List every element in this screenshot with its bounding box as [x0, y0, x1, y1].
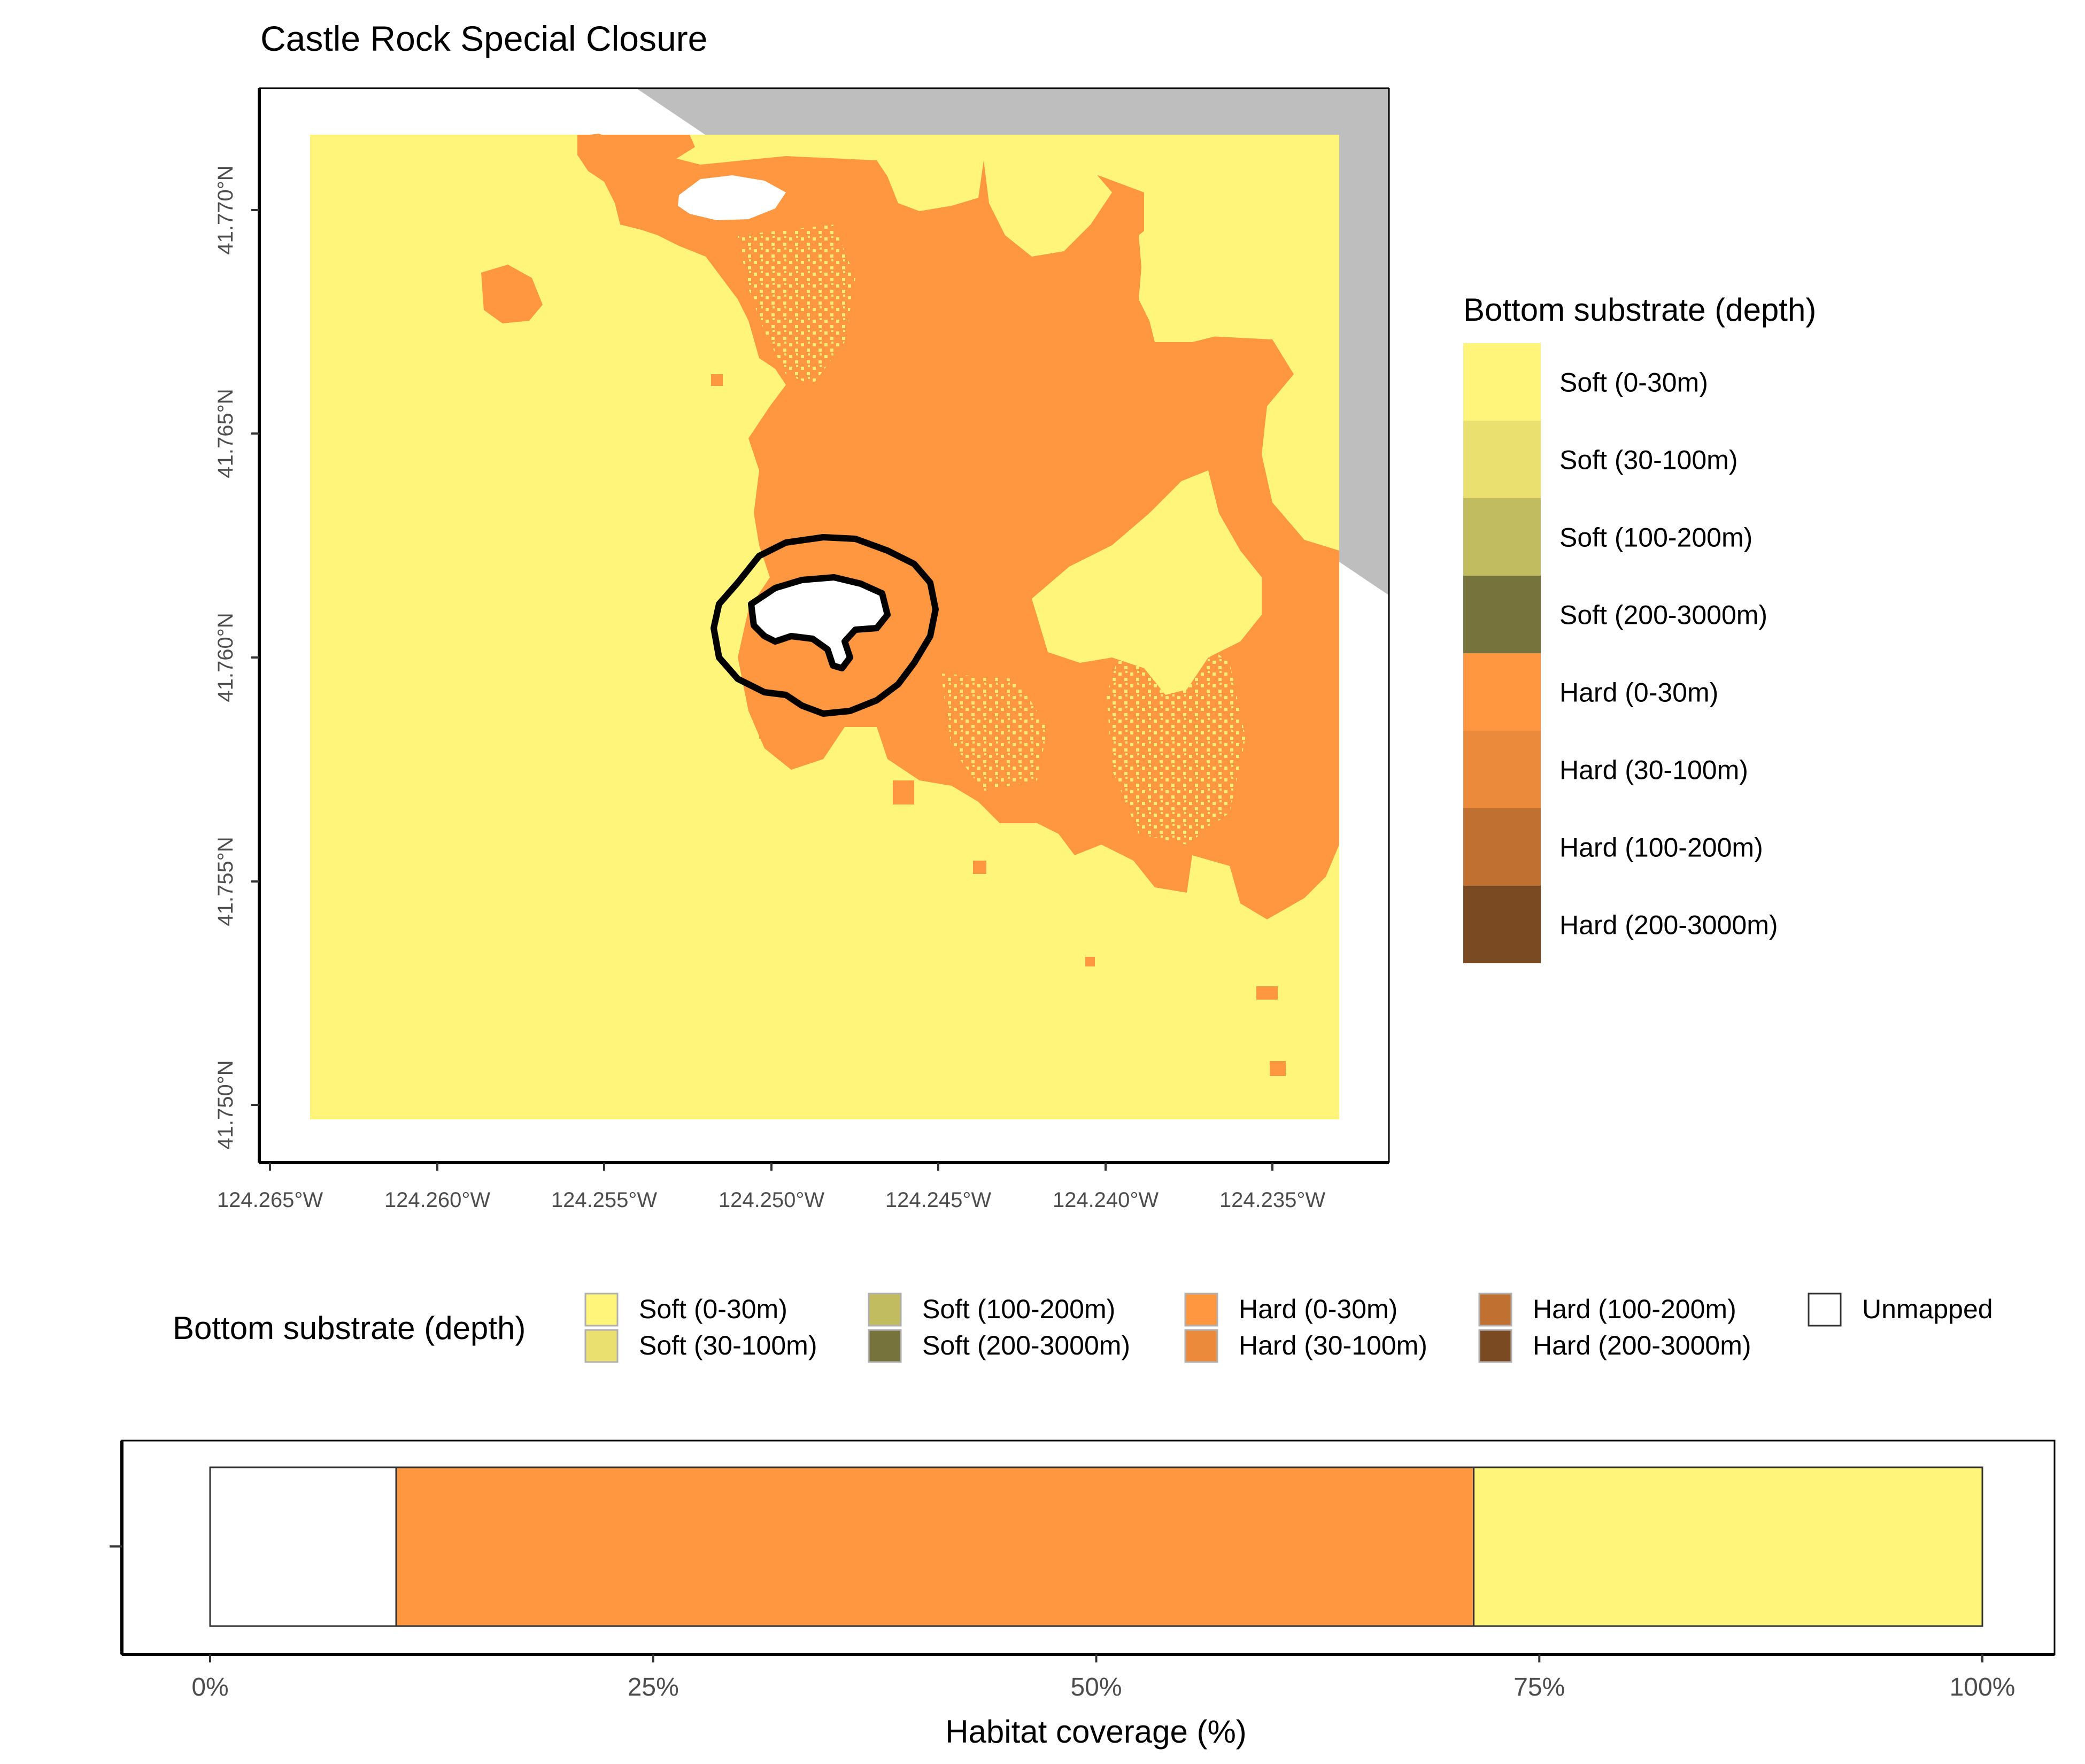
x-tick-label: 124.265°W — [217, 1188, 323, 1212]
legend-key — [1463, 886, 1541, 963]
legend-key — [584, 1329, 619, 1363]
legend-key — [1463, 343, 1541, 421]
legend-key — [1184, 1329, 1218, 1363]
legend-label: Soft (0-30m) — [639, 1294, 787, 1324]
hard-substrate-patch — [1256, 986, 1278, 1000]
legend-key — [868, 1329, 902, 1363]
legend-key — [1463, 653, 1541, 731]
legend-title: Bottom substrate (depth) — [1463, 292, 1816, 328]
coverage-tick-label: 0% — [191, 1673, 228, 1701]
map-x-axis: 124.265°W 124.260°W 124.255°W 124.250°W … — [217, 1163, 1326, 1212]
coverage-chart: 0% 25% 50% 75% 100% Habitat coverage (%) — [110, 1440, 2056, 1750]
legend-label: Hard (30-100m) — [1559, 755, 1748, 785]
soft-substrate-area — [1139, 214, 1267, 342]
x-tick-label: 124.245°W — [885, 1188, 992, 1212]
legend-key — [1463, 731, 1541, 808]
legend-key — [1184, 1293, 1218, 1327]
map-panel: 41.770°N 41.765°N 41.760°N 41.755°N 41.7… — [214, 87, 1390, 1212]
hard-substrate-area — [577, 135, 695, 160]
legend-label: Hard (100-200m) — [1533, 1294, 1736, 1324]
soft-substrate-area — [1267, 390, 1339, 551]
legend-label: Soft (200-3000m) — [922, 1330, 1130, 1360]
x-tick-label: 124.260°W — [384, 1188, 491, 1212]
mixed-substrate-texture — [1107, 631, 1246, 845]
hard-substrate-patch — [1270, 1061, 1286, 1076]
legend-title: Bottom substrate (depth) — [173, 1310, 526, 1346]
mixed-substrate-texture — [941, 674, 1048, 791]
x-tick-label: 124.255°W — [551, 1188, 658, 1212]
legend-label: Hard (200-3000m) — [1533, 1330, 1751, 1360]
legend-label: Soft (100-200m) — [1559, 523, 1752, 553]
coverage-bar-segment — [209, 1466, 397, 1627]
legend-key — [1463, 808, 1541, 886]
coverage-xlabel: Habitat coverage (%) — [945, 1714, 1247, 1750]
unmapped-area — [678, 175, 786, 220]
hard-substrate-patch — [973, 861, 986, 874]
legend-key — [1463, 576, 1541, 653]
coverage-tick-label: 50% — [1070, 1673, 1122, 1701]
legend-label: Hard (0-30m) — [1239, 1294, 1397, 1324]
coverage-tick-label: 75% — [1513, 1673, 1565, 1701]
soft-substrate-area — [1032, 470, 1262, 695]
legend-label: Hard (100-200m) — [1559, 833, 1763, 863]
y-tick-label: 41.765°N — [214, 389, 237, 478]
hard-substrate-patch — [759, 727, 771, 739]
coverage-tick-label: 25% — [628, 1673, 679, 1701]
map-title: Castle Rock Special Closure — [260, 19, 707, 58]
legend-label: Soft (100-200m) — [922, 1294, 1115, 1324]
legend-key — [868, 1293, 902, 1327]
soft-substrate-area — [984, 151, 1112, 257]
y-tick-label: 41.770°N — [214, 165, 237, 254]
legend-label: Soft (0-30m) — [1559, 368, 1708, 398]
legend-key — [1478, 1293, 1512, 1327]
legend-label: Soft (30-100m) — [1559, 445, 1738, 475]
legend-label: Hard (0-30m) — [1559, 678, 1718, 708]
castle-rock-island — [748, 574, 891, 671]
coverage-tick-label: 100% — [1950, 1673, 2016, 1701]
legend-label: Soft (200-3000m) — [1559, 600, 1767, 630]
legend-key — [584, 1293, 619, 1327]
legend-bottom: Bottom substrate (depth) Soft (0-30m) Sof… — [173, 1293, 1993, 1363]
legend-key — [1478, 1329, 1512, 1363]
y-tick-label: 41.755°N — [214, 837, 237, 926]
legend-key — [1808, 1293, 1842, 1327]
coverage-bar-segment — [1473, 1466, 1983, 1627]
hard-substrate-patch — [893, 780, 914, 804]
legend-right: Bottom substrate (depth) Soft (0-30m) Sof… — [1463, 292, 1816, 963]
x-tick-label: 124.235°W — [1219, 1188, 1326, 1212]
hard-substrate-patch — [481, 265, 543, 323]
legend-key — [1463, 421, 1541, 498]
legend-key — [1463, 498, 1541, 576]
x-tick-label: 124.240°W — [1053, 1188, 1159, 1212]
hard-substrate-patch — [711, 374, 723, 386]
legend-label: Unmapped — [1862, 1294, 1993, 1324]
closure-boundary — [711, 534, 939, 717]
map-y-axis: 41.770°N 41.765°N 41.760°N 41.755°N 41.7… — [214, 165, 259, 1150]
y-tick-label: 41.750°N — [214, 1060, 237, 1149]
hard-substrate-patch — [1085, 957, 1095, 966]
legend-label: Hard (30-100m) — [1239, 1330, 1427, 1360]
coverage-bar-segment — [395, 1466, 1475, 1627]
legend-label: Hard (200-3000m) — [1559, 910, 1778, 940]
y-tick-label: 41.760°N — [214, 613, 237, 702]
x-tick-label: 124.250°W — [719, 1188, 825, 1212]
legend-label: Soft (30-100m) — [639, 1330, 817, 1360]
mixed-substrate-texture — [738, 225, 855, 385]
